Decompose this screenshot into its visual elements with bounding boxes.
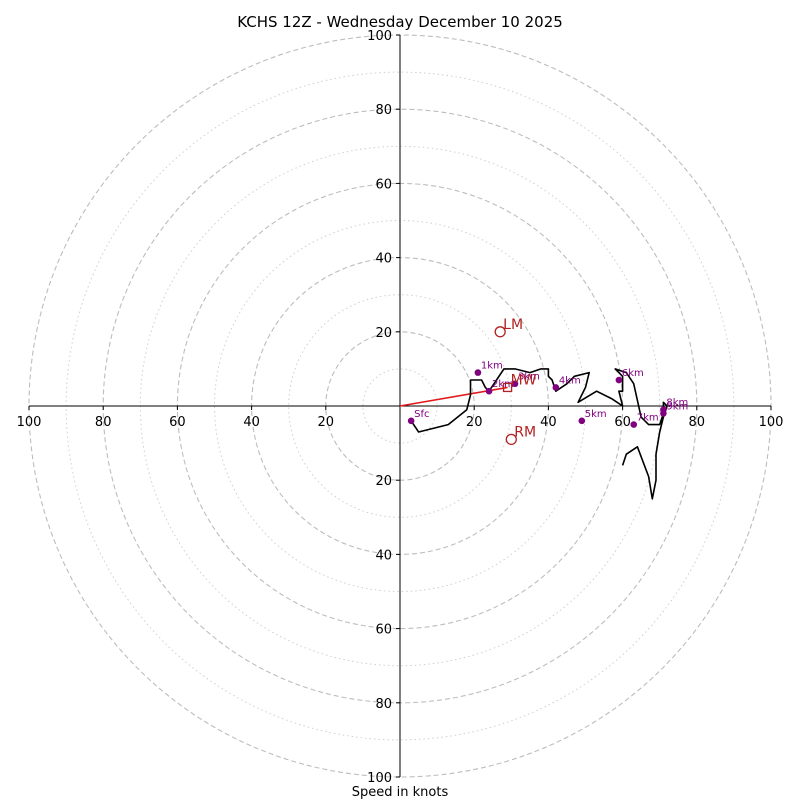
tick-labels: 20 40 60 80 100 20 40 60 80 100 100 80 60 40 20 20 40 60 8… — [17, 29, 784, 786]
height-point-9km — [660, 410, 667, 417]
height-point-1km — [474, 369, 482, 376]
hodograph-line — [410, 368, 668, 500]
motion-marker-lm — [494, 326, 506, 338]
height-point-2km — [485, 387, 493, 395]
motion-label-rm: RM — [514, 424, 536, 440]
tick-bottom-80: 80 — [375, 697, 392, 712]
tick-right-80: 80 — [689, 415, 706, 430]
height-label-sfc: Sfc — [414, 409, 429, 420]
height-label-7km: 7km — [637, 413, 659, 424]
height-label-1km: 1km — [481, 361, 503, 372]
tick-left-20: 20 — [318, 415, 335, 430]
tick-bottom-100: 100 — [367, 771, 392, 786]
tick-top-80: 80 — [375, 103, 392, 118]
height-point-sfc — [407, 417, 415, 425]
tick-top-40: 40 — [375, 252, 392, 267]
chart-title: KCHS 12Z - Wednesday December 10 2025 — [237, 13, 563, 31]
motion-marker-mw — [502, 382, 513, 393]
height-label-6km: 6km — [622, 368, 644, 379]
tick-left-40: 40 — [243, 415, 260, 430]
tick-top-60: 60 — [375, 177, 392, 192]
height-label-8km: 8km — [666, 398, 688, 409]
tick-right-40: 40 — [540, 415, 557, 430]
tick-right-100: 100 — [759, 415, 784, 430]
height-label-5km: 5km — [585, 409, 607, 420]
height-label-3km: 3km — [518, 372, 540, 383]
height-label-9km: 9km — [666, 401, 688, 412]
height-label-4km: 4km — [559, 375, 581, 386]
height-point-3km — [511, 380, 519, 388]
tick-right-20: 20 — [466, 415, 483, 430]
tick-left-100: 100 — [17, 415, 42, 430]
tick-left-80: 80 — [95, 415, 112, 430]
motion-marker-rm — [505, 433, 517, 446]
x-axis-label: Speed in knots — [352, 785, 449, 800]
height-point-7km — [630, 421, 638, 428]
tick-bottom-20: 20 — [375, 474, 392, 489]
tick-right-60: 60 — [614, 415, 631, 430]
motion-label-mw: MW — [511, 372, 537, 388]
height-point-6km — [615, 376, 623, 384]
hodograph-trace — [410, 368, 668, 500]
motion-label-lm: LM — [503, 317, 523, 333]
storm-motions: LM RM MW — [494, 317, 537, 446]
tick-bottom-40: 40 — [375, 548, 392, 563]
tick-bottom-60: 60 — [375, 623, 392, 638]
tick-left-60: 60 — [169, 415, 186, 430]
tick-top-100: 100 — [367, 29, 392, 44]
tick-top-20: 20 — [375, 326, 392, 341]
height-point-4km — [552, 384, 560, 391]
height-point-5km — [578, 417, 586, 425]
